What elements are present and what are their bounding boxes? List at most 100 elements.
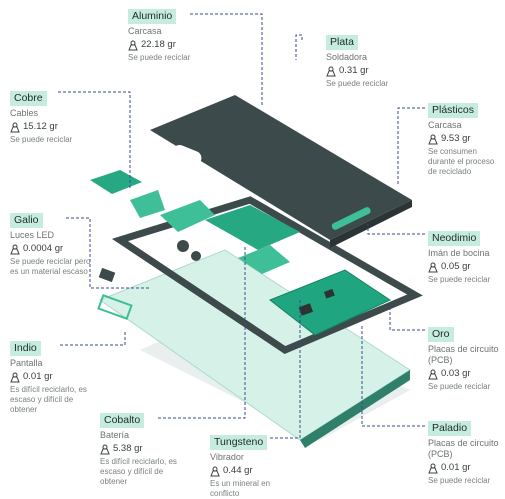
sim-tray — [97, 294, 133, 320]
weight-icon — [428, 262, 438, 272]
label-cobalto: Cobalto Batería 5.38 gr Es difícil recic… — [100, 410, 192, 487]
material-note: Se puede reciclar — [326, 79, 389, 88]
weight-value: 0.03 gr — [441, 368, 471, 379]
label-paladio: Paladio Placas de circuito (PCB) 0.01 gr… — [428, 418, 502, 486]
material-weight: 0.31 gr — [326, 65, 416, 77]
material-weight: 0.44 gr — [210, 465, 298, 477]
weight-icon — [10, 372, 20, 382]
material-name: Aluminio — [128, 9, 177, 24]
back-accent-strip — [331, 207, 371, 230]
battery — [205, 205, 300, 250]
label-cobre: Cobre Cables 15.12 gr Se puede reciclar — [10, 88, 100, 145]
material-weight: 0.01 gr — [10, 371, 100, 383]
sim-piece — [98, 267, 116, 283]
material-part: Placas de circuito (PCB) — [428, 438, 499, 459]
weight-icon — [428, 369, 438, 379]
leader-cobre — [58, 91, 131, 190]
weight-value: 0.0004 gr — [23, 243, 64, 254]
material-weight: 0.01 gr — [428, 462, 502, 474]
pcb-chip — [298, 303, 314, 316]
pcb-board — [269, 269, 392, 336]
weight-icon — [128, 40, 138, 50]
material-weight: 0.05 gr — [428, 261, 502, 273]
leader-indio — [60, 330, 126, 346]
material-weight: 15.12 gr — [10, 121, 100, 133]
material-note: Se puede reciclar — [10, 135, 73, 144]
label-plata: Plata Soldadora 0.31 gr Se puede recicla… — [326, 32, 416, 89]
material-note: Se puede reciclar — [428, 476, 491, 485]
flex-cable-2 — [238, 245, 290, 274]
leader-plata — [295, 34, 303, 60]
label-indio: Indio Pantalla 0.01 gr Es difícil recicl… — [10, 338, 100, 415]
material-note: Se puede reciclar — [428, 382, 491, 391]
material-name: Plata — [326, 35, 358, 50]
material-note: Se puede reciclar — [128, 53, 191, 62]
material-name: Tungsteno — [210, 435, 268, 450]
weight-icon — [428, 463, 438, 473]
leader-cobalto — [158, 245, 246, 419]
material-note: Es un mineral en conflicto — [210, 479, 271, 498]
glass-edge — [300, 370, 410, 448]
material-part: Imán de bocina — [428, 248, 490, 258]
label-plasticos: Plásticos Carcasa 9.53 gr Se consumen du… — [428, 100, 502, 177]
material-name: Cobalto — [100, 413, 145, 428]
leader-paladio — [361, 325, 425, 427]
material-part: Cables — [10, 108, 39, 118]
material-note: Se consumen durante el proceso de recicl… — [428, 147, 495, 176]
back-case — [150, 95, 412, 240]
material-name: Neodimio — [428, 231, 481, 246]
camera-lens — [177, 240, 189, 252]
weight-value: 9.53 gr — [441, 133, 471, 144]
material-part: Pantalla — [10, 358, 43, 368]
weight-icon — [100, 444, 110, 454]
weight-value: 15.12 gr — [23, 121, 58, 132]
material-part: Vibrador — [210, 452, 244, 462]
material-name: Oro — [428, 327, 454, 342]
leader-lines — [58, 13, 425, 439]
camera-cutout — [172, 145, 202, 165]
label-galio: Galio Luces LED 0.0004 gr Se puede recic… — [10, 210, 100, 277]
back-case-edge — [330, 200, 412, 248]
small-module — [90, 170, 142, 194]
material-name: Paladio — [428, 421, 472, 436]
material-part: Batería — [100, 430, 130, 440]
leader-aluminio — [190, 13, 263, 105]
weight-value: 0.05 gr — [441, 261, 471, 272]
label-neodimio: Neodimio Imán de bocina 0.05 gr Se puede… — [428, 228, 502, 285]
material-name: Indio — [10, 341, 41, 356]
weight-icon — [10, 122, 20, 132]
material-name: Plásticos — [428, 103, 479, 118]
weight-value: 0.31 gr — [339, 65, 369, 76]
label-oro: Oro Placas de circuito (PCB) 0.03 gr Se … — [428, 324, 502, 392]
material-weight: 5.38 gr — [100, 443, 192, 455]
material-note: Se puede reciclar pero es un material es… — [10, 257, 91, 276]
material-weight: 0.0004 gr — [10, 243, 100, 255]
camera-lens-2 — [191, 251, 201, 261]
label-aluminio: Aluminio Carcasa 22.18 gr Se puede recic… — [128, 6, 218, 63]
leader-oro — [389, 305, 425, 331]
material-part: Placas de circuito (PCB) — [428, 344, 499, 365]
material-note: Es difícil reciclarlo, es escaso y difíc… — [100, 457, 177, 486]
weight-value: 0.01 gr — [441, 462, 471, 473]
weight-value: 0.44 gr — [223, 465, 253, 476]
material-part: Soldadora — [326, 52, 368, 62]
material-weight: 0.03 gr — [428, 368, 502, 380]
leader-plasticos — [397, 107, 425, 186]
weight-icon — [10, 244, 20, 254]
material-name: Galio — [10, 213, 43, 228]
material-weight: 9.53 gr — [428, 133, 502, 145]
pcb-chip-small — [323, 288, 335, 299]
weight-value: 5.38 gr — [113, 443, 143, 454]
material-note: Es difícil reciclarlo, es escaso y difíc… — [10, 385, 87, 414]
weight-icon — [326, 66, 336, 76]
material-weight: 22.18 gr — [128, 39, 218, 51]
material-part: Carcasa — [128, 26, 162, 36]
material-name: Cobre — [10, 91, 47, 106]
label-tungsteno: Tungsteno Vibrador 0.44 gr Es un mineral… — [210, 432, 298, 499]
leader-galio — [66, 217, 150, 289]
weight-value: 0.01 gr — [23, 371, 53, 382]
small-connector — [130, 190, 165, 218]
material-part: Carcasa — [428, 120, 462, 130]
